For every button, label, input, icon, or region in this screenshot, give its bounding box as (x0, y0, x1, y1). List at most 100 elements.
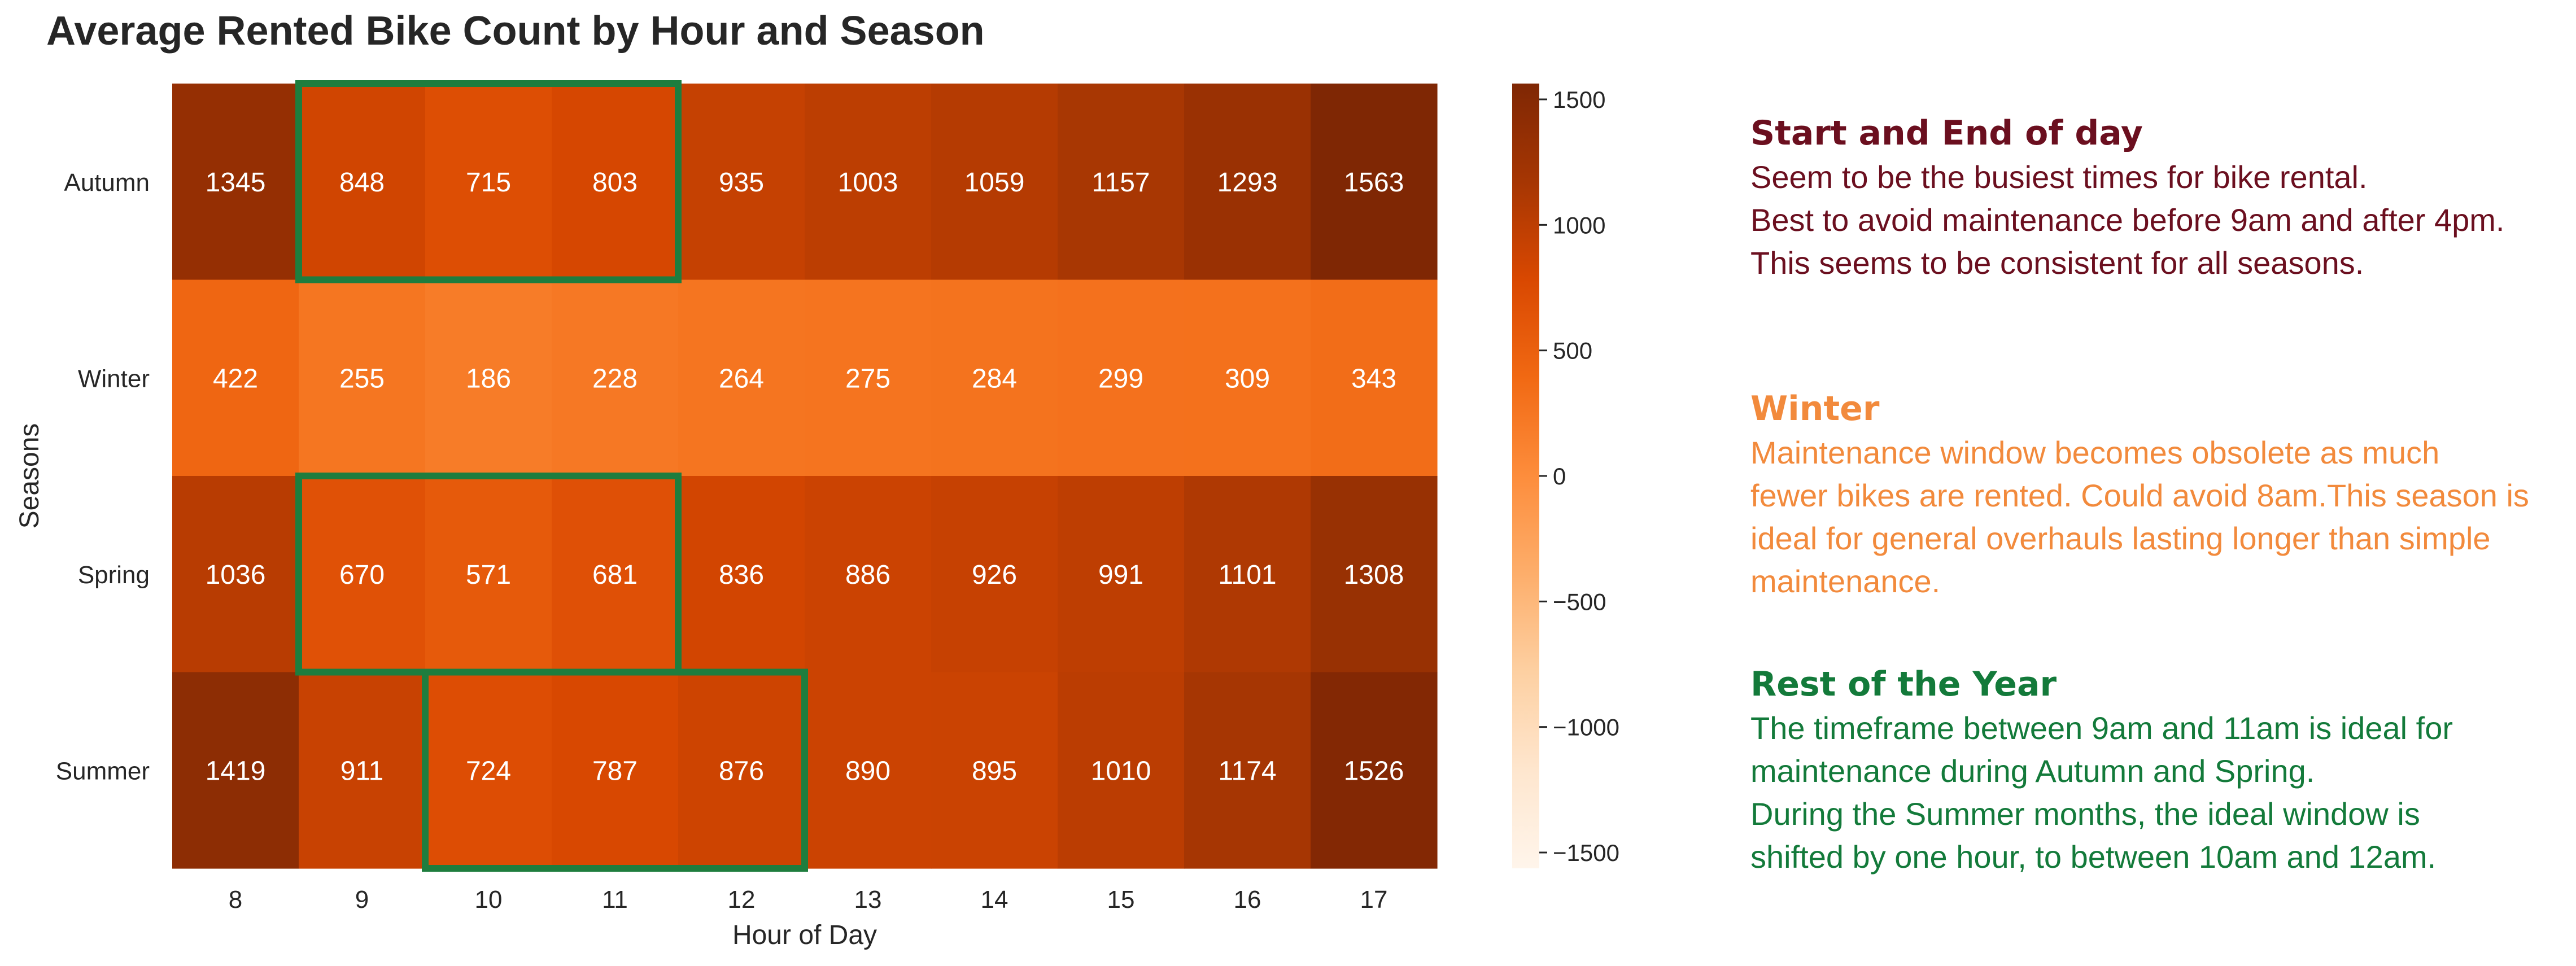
x-tick-label: 10 (475, 886, 503, 913)
note-title: Start and End of day (1750, 113, 2143, 153)
y-axis-label: Seasons (15, 423, 45, 529)
cell-value-label: 670 (339, 560, 385, 590)
heatmap-cell (552, 84, 679, 281)
cell-value-label: 1157 (1091, 168, 1150, 198)
y-tick-label: Summer (56, 757, 150, 785)
cell-value-label: 343 (1351, 364, 1396, 394)
cell-value-label: 681 (592, 560, 638, 590)
heatmap-cell (1311, 84, 1438, 281)
y-tick-label: Autumn (64, 169, 150, 196)
heatmap-cell (552, 672, 679, 869)
x-tick-label: 8 (229, 886, 242, 913)
heatmap-cell (425, 84, 552, 281)
cell-value-label: 886 (845, 560, 890, 590)
note-start-end: Start and End of day Seem to be the busi… (1750, 111, 2569, 285)
cell-value-label: 1345 (206, 168, 266, 198)
cell-value-label: 1036 (206, 560, 266, 590)
note-title: Rest of the Year (1750, 665, 2057, 704)
colorbar (1512, 84, 1539, 868)
heatmap-cell (1058, 84, 1185, 281)
cell-value-label: 803 (592, 168, 638, 198)
cell-value-label: 1010 (1091, 756, 1151, 786)
cell-value-label: 1003 (838, 168, 898, 198)
cell-value-label: 571 (466, 560, 511, 590)
colorbar-tick-label: −1000 (1553, 714, 1619, 741)
note-line: During the Summer months, the ideal wind… (1750, 796, 2420, 832)
note-line: fewer bikes are rented. Could avoid 8am.… (1750, 478, 2529, 513)
heatmap-cell (299, 279, 426, 477)
cell-value-label: 715 (466, 168, 511, 198)
x-tick-label: 14 (981, 886, 1008, 913)
cell-value-label: 1308 (1344, 560, 1404, 590)
colorbar-tick-label: 1000 (1553, 212, 1605, 238)
heatmap-cell (299, 672, 426, 869)
cell-value-label: 1563 (1344, 168, 1404, 198)
chart-title: Average Rented Bike Count by Hour and Se… (46, 8, 985, 54)
colorbar-tick-label: −1500 (1553, 840, 1619, 866)
heatmap-cell (299, 84, 426, 281)
x-tick-label: 15 (1107, 886, 1135, 913)
heatmap-cell (1058, 279, 1185, 477)
heatmap-cell (678, 279, 805, 477)
heatmap-cell (805, 672, 932, 869)
heatmap-cell (172, 672, 299, 869)
cell-value-label: 876 (719, 756, 764, 786)
heatmap-cell (1184, 84, 1311, 281)
x-tick-label: 12 (728, 886, 756, 913)
x-tick-label: 13 (854, 886, 882, 913)
note-line: Seem to be the busiest times for bike re… (1750, 159, 2368, 195)
colorbar-tick-label: 500 (1553, 338, 1592, 364)
colorbar-tick-label: −500 (1553, 588, 1606, 615)
cell-value-label: 186 (466, 364, 511, 394)
colorbar-tick-label: 0 (1553, 463, 1566, 489)
x-tick-label: 11 (602, 886, 628, 913)
cell-value-label: 724 (466, 756, 511, 786)
x-axis-label: Hour of Day (732, 920, 877, 950)
x-tick-label: 9 (355, 886, 369, 913)
cell-value-label: 1174 (1218, 756, 1276, 786)
cell-value-label: 1419 (206, 756, 266, 786)
note-line: ideal for general overhauls lasting long… (1750, 521, 2491, 556)
cell-value-label: 911 (340, 756, 384, 786)
x-tick-label: 17 (1360, 886, 1388, 913)
cell-value-label: 1059 (964, 168, 1025, 198)
heatmap-cell (172, 279, 299, 477)
heatmap-cell (299, 476, 426, 673)
note-line: shifted by one hour, to between 10am and… (1750, 839, 2437, 875)
heatmap-cell (172, 476, 299, 673)
heatmap-cell (1311, 672, 1438, 869)
cell-value-label: 228 (592, 364, 638, 394)
heatmap-cell (1058, 672, 1185, 869)
cell-value-label: 309 (1225, 364, 1270, 394)
cell-value-label: 299 (1098, 364, 1143, 394)
note-line: Best to avoid maintenance before 9am and… (1750, 202, 2505, 238)
cell-value-label: 1293 (1217, 168, 1278, 198)
heatmap-cell (425, 672, 552, 869)
note-title: Winter (1750, 389, 1880, 429)
heatmap-cell (1311, 279, 1438, 477)
note-line: The timeframe between 9am and 11am is id… (1750, 710, 2453, 746)
cell-value-label: 284 (972, 364, 1017, 394)
maintenance-window-box (295, 80, 682, 283)
heatmap-cell (805, 476, 932, 673)
cell-value-label: 935 (719, 168, 764, 198)
heatmap-cell (678, 84, 805, 281)
heatmap-cell (172, 84, 299, 281)
colorbar-tick-label: 1500 (1553, 86, 1605, 113)
maintenance-window-box (422, 668, 808, 872)
heatmap-cell (1184, 672, 1311, 869)
cell-value-label: 895 (972, 756, 1017, 786)
cell-value-label: 422 (213, 364, 258, 394)
cell-value-label: 1526 (1344, 756, 1404, 786)
heatmap-cell (931, 279, 1058, 477)
note-winter: Winter Maintenance window becomes obsole… (1750, 386, 2569, 603)
note-line: This seems to be consistent for all seas… (1750, 245, 2364, 281)
cell-value-label: 890 (845, 756, 890, 786)
cell-value-label: 255 (339, 364, 385, 394)
heatmap-cell (805, 84, 932, 281)
cell-value-label: 848 (339, 168, 385, 198)
cell-value-label: 1101 (1218, 560, 1276, 590)
y-tick-label: Winter (78, 365, 150, 392)
heatmap-cell (678, 672, 805, 869)
heatmap-cell (805, 279, 932, 477)
